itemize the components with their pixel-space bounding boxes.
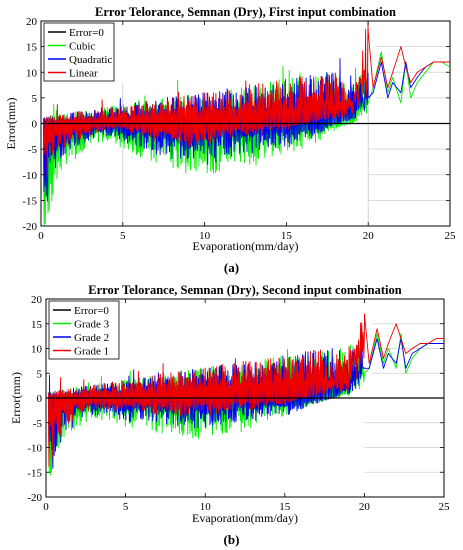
y-tick-label: 0 — [37, 393, 43, 405]
legend-label: Error=0 — [74, 305, 109, 317]
y-axis-label: Error(mm) — [9, 372, 23, 424]
x-tick-label: 0 — [38, 230, 44, 242]
x-tick-label: 25 — [439, 501, 451, 513]
y-tick-label: 10 — [31, 344, 43, 356]
y-axis-label: Error(mm) — [4, 98, 18, 150]
caption-a: (a) — [223, 260, 240, 275]
legend-label: Cubic — [69, 41, 95, 53]
y-tick-label: 15 — [31, 319, 43, 331]
legend-label: Linear — [69, 68, 98, 80]
chart-panel-2: Error Telorance, Semnan (Dry), Second in… — [9, 283, 450, 525]
legend-label: Grade 2 — [74, 332, 109, 344]
x-tick-label: 5 — [120, 230, 126, 242]
chart-title: Error Telorance, Semnan (Dry), First inp… — [95, 5, 396, 19]
x-tick-label: 15 — [279, 501, 291, 513]
x-axis-label: Evaporation(mm/day) — [192, 511, 298, 525]
series-line-grade-1 — [47, 313, 444, 467]
y-tick-label: -20 — [22, 221, 37, 233]
y-tick-label: 20 — [31, 294, 43, 306]
y-tick-label: -15 — [22, 195, 37, 207]
caption-b: (b) — [223, 532, 240, 547]
x-axis-label: Evaporation(mm/day) — [193, 239, 299, 253]
y-tick-label: 10 — [26, 67, 38, 79]
legend-label: Quadratic — [69, 54, 112, 66]
y-tick-label: 5 — [37, 368, 43, 380]
series-layer — [43, 21, 450, 226]
x-tick-label: 15 — [281, 230, 293, 242]
y-tick-label: -5 — [28, 144, 38, 156]
y-tick-label: -10 — [22, 170, 37, 182]
y-tick-label: 0 — [32, 119, 38, 131]
x-tick-label: 10 — [200, 501, 212, 513]
series-line-linear — [43, 21, 450, 178]
x-tick-label: 0 — [43, 501, 49, 513]
legend-label: Error=0 — [69, 27, 104, 39]
chart-title: Error Telorance, Semnan (Dry), Second in… — [88, 283, 401, 297]
x-tick-label: 10 — [199, 230, 211, 242]
x-tick-label: 20 — [359, 501, 371, 513]
y-tick-label: -20 — [27, 492, 42, 504]
y-tick-label: 5 — [32, 93, 38, 105]
y-tick-label: -5 — [33, 418, 43, 430]
x-tick-label: 25 — [445, 230, 457, 242]
chart-panel-1: Error Telorance, Semnan (Dry), First inp… — [4, 5, 456, 253]
y-tick-label: -10 — [27, 443, 42, 455]
y-tick-label: -15 — [27, 467, 42, 479]
x-tick-label: 20 — [363, 230, 375, 242]
legend-label: Grade 1 — [74, 346, 109, 358]
y-tick-label: 20 — [26, 16, 38, 28]
y-tick-label: 15 — [26, 42, 38, 54]
legend-label: Grade 3 — [74, 319, 110, 331]
series-layer — [47, 313, 444, 476]
x-tick-label: 5 — [123, 501, 129, 513]
